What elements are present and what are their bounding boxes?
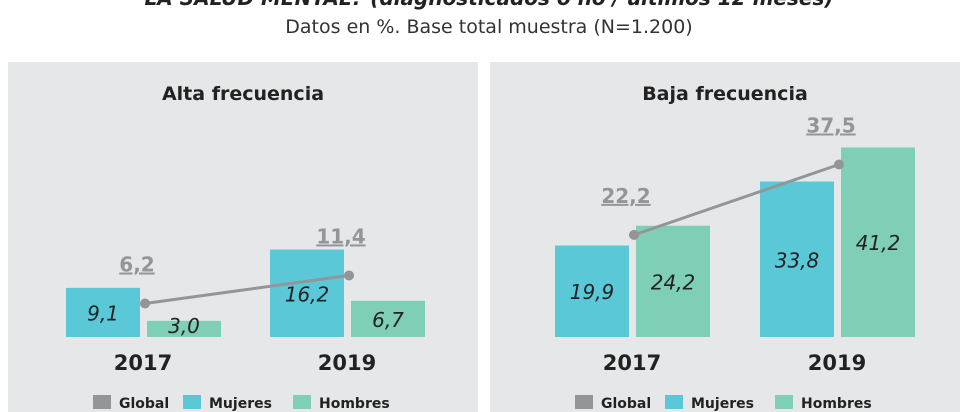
legend-swatch-global bbox=[575, 395, 593, 409]
legend-label-hombres: Hombres bbox=[801, 396, 872, 412]
legend-label-global: Global bbox=[601, 396, 651, 412]
data-label-mujeres-2017: 9,1 bbox=[87, 301, 119, 325]
legend-swatch-hombres bbox=[775, 395, 793, 409]
chart-svg: Baja frecuencia 19,9 24,2 2017 33,8 41,2 2019 2… bbox=[555, 83, 915, 412]
data-label-hombres-2017: 3,0 bbox=[168, 314, 200, 338]
data-label-hombres-2017: 24,2 bbox=[651, 270, 696, 294]
panel-title: Alta frecuencia bbox=[162, 83, 324, 105]
bar-hombres-2019 bbox=[351, 300, 425, 337]
global-point-2019 bbox=[344, 270, 354, 281]
bar-mujeres-2019 bbox=[760, 181, 834, 337]
global-label-2019: 11,4 bbox=[316, 224, 365, 248]
chart-title: LA SALUD MENTAL? (diagnosticados o no / … bbox=[0, 0, 978, 10]
data-label-mujeres-2019: 33,8 bbox=[775, 248, 820, 272]
legend-label-hombres: Hombres bbox=[319, 396, 390, 412]
global-line bbox=[144, 273, 350, 306]
legend-label-global: Global bbox=[119, 396, 169, 412]
global-point-2017 bbox=[140, 298, 150, 309]
chart-subtitle: Datos en %. Base total muestra (N=1.200) bbox=[285, 16, 693, 38]
bar-hombres-2019 bbox=[841, 147, 915, 337]
panel-alta-frecuencia: Alta frecuencia 9,1 3,0 2017 16,2 6,7 2019 6,2 1… bbox=[8, 62, 478, 412]
x-tick-2019: 2019 bbox=[318, 351, 376, 375]
x-tick-2017: 2017 bbox=[114, 351, 172, 375]
chart-svg: Alta frecuencia 9,1 3,0 2017 16,2 6,7 2019 6,2 1… bbox=[66, 83, 425, 412]
legend-swatch-mujeres bbox=[665, 395, 683, 409]
legend-swatch-global bbox=[93, 395, 111, 409]
panel-title: Baja frecuencia bbox=[642, 83, 808, 105]
global-label-2019: 37,5 bbox=[806, 114, 855, 138]
legend-label-mujeres: Mujeres bbox=[209, 396, 272, 412]
data-label-hombres-2019: 41,2 bbox=[856, 231, 901, 255]
data-label-mujeres-2019: 16,2 bbox=[285, 282, 330, 306]
bar-mujeres-2017 bbox=[66, 287, 140, 337]
global-point-2017 bbox=[629, 229, 639, 240]
legend-swatch-hombres bbox=[293, 395, 311, 409]
legend-swatch-mujeres bbox=[183, 395, 201, 409]
data-label-mujeres-2017: 19,9 bbox=[570, 280, 615, 304]
bar-mujeres-2017 bbox=[555, 245, 629, 337]
data-label-hombres-2019: 6,7 bbox=[372, 308, 404, 332]
x-tick-2017: 2017 bbox=[603, 351, 661, 375]
bar-hombres-2017 bbox=[636, 225, 710, 337]
global-point-2019 bbox=[834, 159, 844, 170]
bar-hombres-2017 bbox=[147, 320, 221, 337]
bar-mujeres-2019 bbox=[270, 249, 344, 337]
panel-baja-frecuencia: Baja frecuencia 19,9 24,2 2017 33,8 41,2 2019 2… bbox=[490, 62, 960, 412]
x-tick-2019: 2019 bbox=[808, 351, 866, 375]
global-label-2017: 22,2 bbox=[601, 184, 650, 208]
global-line bbox=[633, 163, 840, 237]
legend-label-mujeres: Mujeres bbox=[691, 396, 754, 412]
global-label-2017: 6,2 bbox=[119, 253, 154, 277]
